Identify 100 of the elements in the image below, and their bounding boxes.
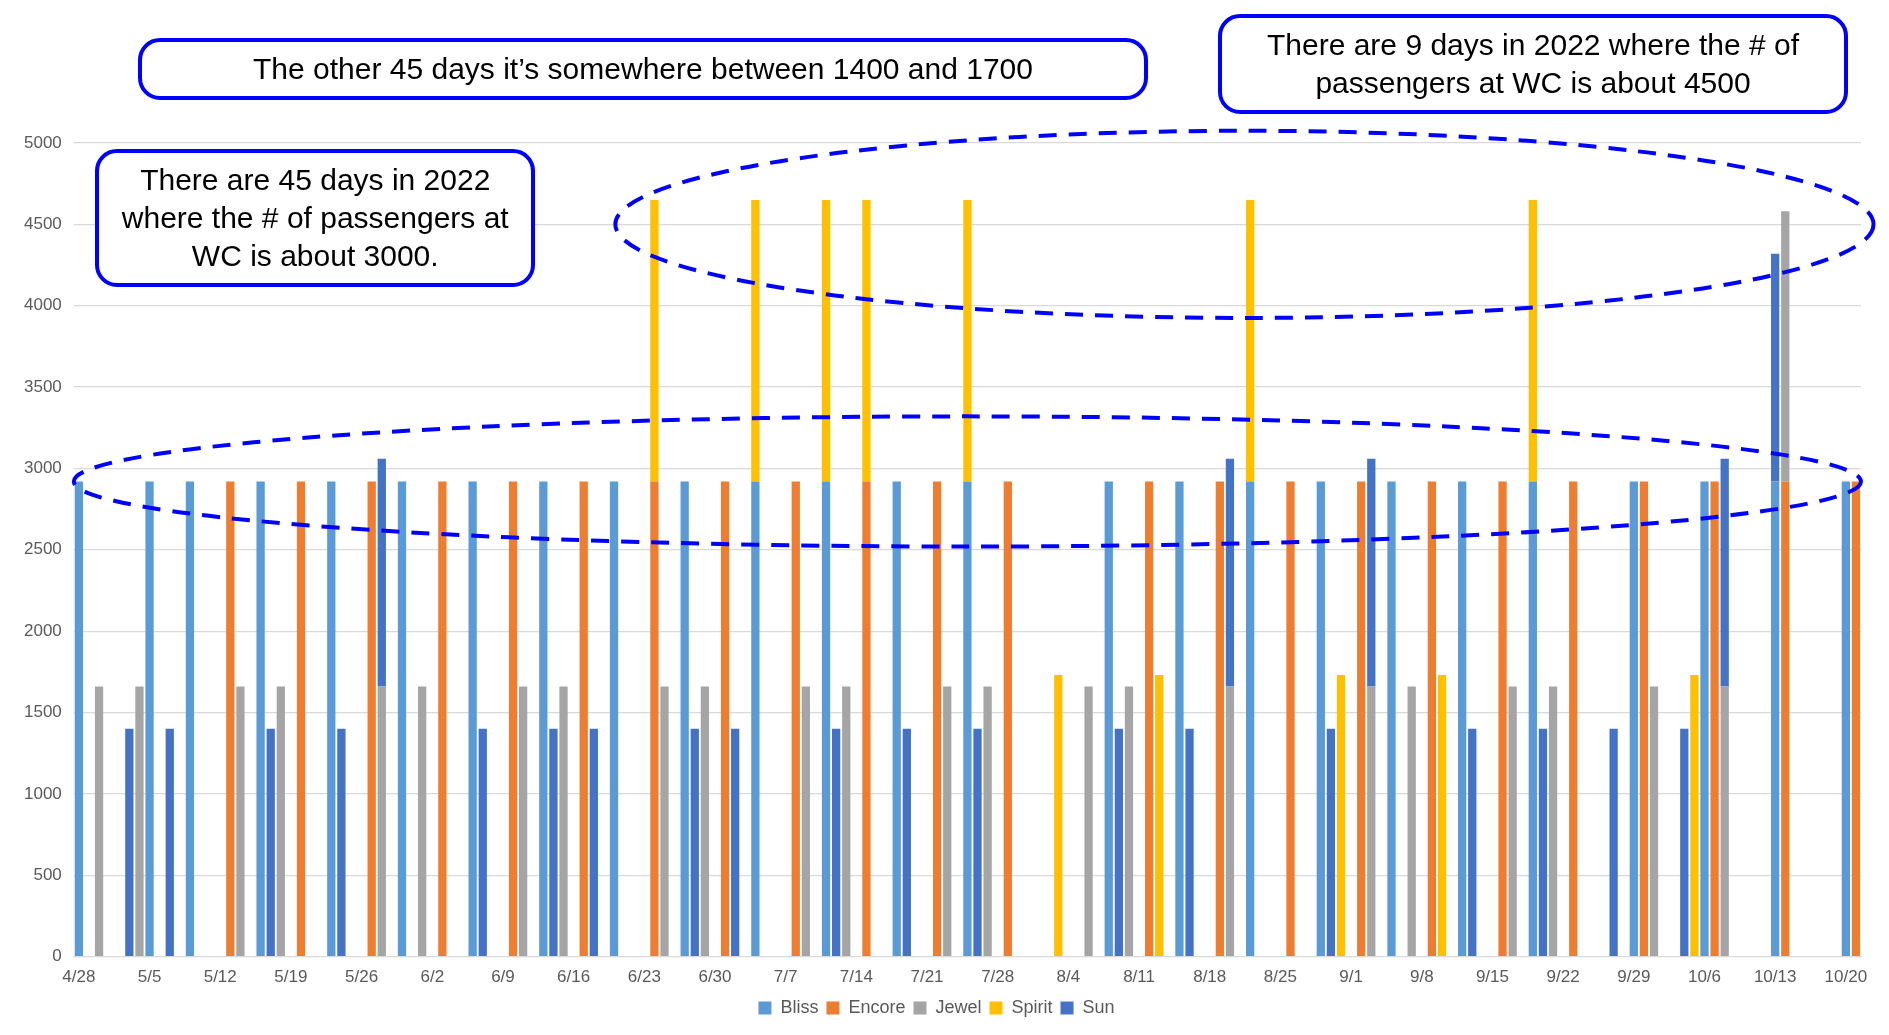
bar <box>165 728 174 956</box>
bar <box>1771 253 1780 482</box>
bar <box>1700 481 1709 956</box>
bar <box>1468 728 1477 956</box>
bar <box>145 481 154 956</box>
bar <box>1114 728 1124 956</box>
bar <box>1357 481 1366 956</box>
bar <box>549 728 558 956</box>
bar <box>589 728 598 956</box>
bar <box>1771 481 1780 956</box>
bar <box>559 686 568 956</box>
x-tick-label: 7/28 <box>981 967 1015 987</box>
bar <box>1508 686 1517 956</box>
bar <box>539 481 548 956</box>
bar <box>1498 481 1507 956</box>
bar <box>1286 481 1295 956</box>
y-tick-label: 4000 <box>23 295 62 315</box>
bar <box>650 199 659 482</box>
bar <box>377 686 386 956</box>
bar <box>478 728 487 956</box>
x-tick-label: 6/9 <box>491 967 515 987</box>
bar <box>1720 458 1729 687</box>
bar <box>731 728 740 956</box>
bar <box>791 481 800 956</box>
bar <box>821 199 831 482</box>
x-tick-label: 9/29 <box>1617 967 1651 987</box>
bar <box>1003 481 1012 956</box>
y-tick-label: 4500 <box>23 214 62 234</box>
bar <box>801 686 810 956</box>
legend-label: Spirit <box>1011 996 1053 1017</box>
annotation: There are 45 days in 2022 where the # of passengers at WC is about 3000. <box>95 149 536 287</box>
text: There are 9 days in 2022 where the # of passengers at WC is about 4500 <box>1218 14 1848 114</box>
bar <box>1710 481 1719 956</box>
bar <box>327 481 336 956</box>
bar <box>1155 675 1164 956</box>
bar <box>1609 728 1618 956</box>
bar <box>468 481 477 956</box>
bar <box>266 728 275 956</box>
legend-label: Encore <box>848 996 906 1017</box>
x-tick-label: 6/16 <box>557 967 591 987</box>
bar <box>1680 728 1689 956</box>
x-tick-label: 8/4 <box>1056 967 1081 987</box>
bar <box>1387 481 1396 956</box>
bar <box>226 481 235 956</box>
y-tick-label: 2000 <box>23 620 62 640</box>
bar <box>1245 481 1255 956</box>
bar <box>1367 686 1376 956</box>
bar <box>700 686 710 956</box>
bar <box>1175 481 1184 956</box>
x-tick-label: 10/20 <box>1824 967 1868 987</box>
bar <box>135 686 144 956</box>
x-tick-label: 8/11 <box>1123 967 1155 987</box>
x-tick-label: 4/28 <box>62 967 96 987</box>
bar <box>1569 481 1578 956</box>
bar <box>751 481 760 956</box>
bar <box>1427 481 1437 956</box>
bar <box>1548 686 1558 956</box>
x-tick-label: 5/19 <box>274 967 308 987</box>
x-tick-label: 8/25 <box>1263 967 1297 987</box>
bar <box>438 481 447 956</box>
y-tick-label: 0 <box>52 946 62 966</box>
bar <box>832 728 841 956</box>
bar <box>751 199 760 482</box>
bar <box>397 481 407 956</box>
bar <box>1528 481 1537 956</box>
y-tick-label: 5000 <box>23 132 62 152</box>
bar <box>367 481 376 956</box>
bar <box>1407 686 1416 956</box>
bar <box>1225 458 1235 687</box>
bar <box>276 686 285 956</box>
bar <box>1245 199 1255 482</box>
bar <box>1781 211 1790 482</box>
x-tick-label: 8/18 <box>1193 967 1227 987</box>
legend-label: Sun <box>1082 996 1115 1017</box>
x-tick-label: 6/2 <box>420 967 445 987</box>
bar <box>902 728 911 956</box>
y-tick-label: 3000 <box>23 458 62 478</box>
bar <box>256 481 265 956</box>
x-tick-label: 9/22 <box>1546 967 1580 987</box>
bar <box>862 199 871 482</box>
bar <box>508 481 518 956</box>
bar <box>1215 481 1224 956</box>
bar <box>1538 728 1548 956</box>
bar <box>1084 686 1093 956</box>
y-tick-label: 3500 <box>23 376 62 396</box>
x-tick-label: 6/23 <box>627 967 661 987</box>
bar <box>1781 481 1790 956</box>
text: The other 45 days it’s somewhere between 1400 and 1700 <box>138 38 1148 100</box>
x-tick-label: 7/14 <box>839 967 873 987</box>
bar <box>377 458 386 687</box>
bar <box>296 481 306 956</box>
bar <box>660 686 669 956</box>
bar <box>1649 686 1659 956</box>
x-tick-label: 7/7 <box>773 967 798 987</box>
bar <box>650 481 659 956</box>
bar <box>1336 675 1346 956</box>
bar <box>94 686 104 956</box>
bar <box>1629 481 1638 956</box>
x-tick-label: 6/30 <box>698 967 732 987</box>
legend-label: Bliss <box>780 996 819 1017</box>
